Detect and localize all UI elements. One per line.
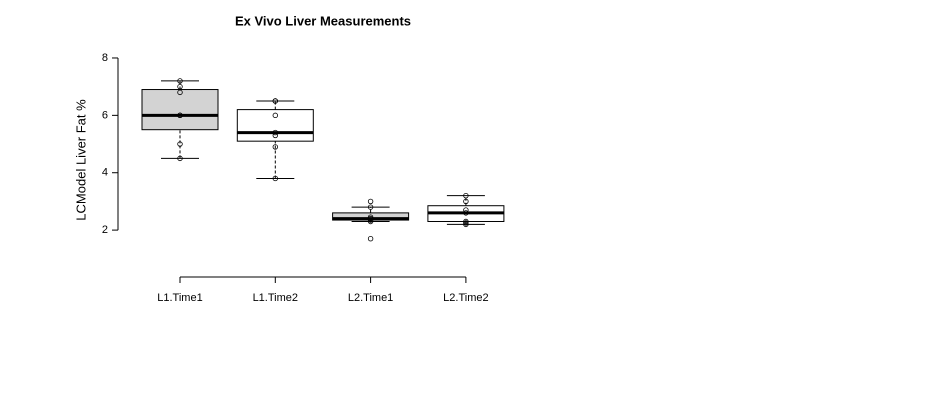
data-point (463, 207, 469, 213)
y-tick-label: 2 (102, 224, 108, 236)
data-point (367, 204, 374, 210)
data-point (272, 144, 278, 150)
data-point (463, 192, 469, 199)
data-point (177, 83, 183, 90)
y-tick-label: 4 (102, 167, 108, 179)
y-axis-label: LCModel Liver Fat % (73, 99, 88, 221)
data-point (463, 218, 469, 225)
data-point (463, 220, 469, 226)
data-point (463, 221, 469, 228)
data-point (463, 198, 469, 205)
data-point (272, 175, 278, 182)
data-point (177, 112, 183, 119)
data-point (367, 218, 374, 225)
data-point (177, 78, 183, 84)
data-point (177, 141, 183, 147)
data-point (272, 132, 278, 139)
data-point (463, 210, 469, 216)
chart-title: Ex Vivo Liver Measurements (235, 13, 411, 28)
data-point (367, 217, 374, 223)
x-tick-label: L1.Time1 (157, 292, 202, 304)
box (236, 109, 314, 142)
data-point (177, 89, 183, 96)
box (141, 89, 219, 131)
data-point (272, 98, 278, 104)
data-point (177, 155, 183, 162)
x-tick-label: L1.Time2 (253, 292, 298, 304)
data-point (272, 112, 278, 119)
data-point (367, 236, 374, 242)
x-tick-label: L2.Time2 (443, 292, 488, 304)
data-point (367, 215, 374, 222)
data-point (367, 198, 374, 205)
y-tick-label: 8 (102, 52, 108, 64)
x-tick-label: L2.Time1 (348, 292, 393, 304)
data-point (272, 129, 278, 136)
y-tick-label: 6 (102, 109, 108, 121)
